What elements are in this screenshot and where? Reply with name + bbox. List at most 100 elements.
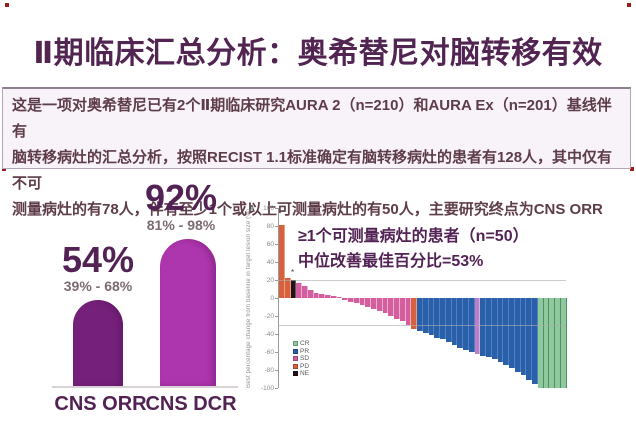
waterfall-bar — [537, 298, 544, 388]
waterfall-bar — [514, 298, 521, 372]
legend-item-cr: CR — [293, 340, 309, 348]
y-tick-mark — [275, 352, 278, 353]
waterfall-bar — [555, 298, 561, 388]
waterfall-bar — [417, 298, 423, 332]
waterfall-legend: CR PR SD PD NE — [293, 340, 309, 378]
y-tick-mark — [275, 388, 278, 389]
waterfall-bar — [365, 298, 371, 307]
waterfall-bar — [503, 298, 509, 365]
legend-label: PR — [300, 347, 310, 355]
waterfall-bar — [371, 298, 377, 309]
waterfall-bar — [279, 225, 285, 298]
waterfall-bar — [336, 296, 343, 298]
reference-line — [278, 280, 566, 281]
summary-line-2: 脑转移病灶的汇总分析，按照RECIST 1.1标准确定有脑转移病灶的患者有128… — [12, 149, 613, 192]
waterfall-bar — [440, 298, 446, 340]
waterfall-annotation: ≥1个可测量病灶的患者（n=50） 中位改善最佳百分比=53% — [298, 224, 529, 274]
baseline-axis — [52, 386, 238, 388]
waterfall-y-axis — [278, 208, 279, 388]
cns-dcr-ci: 81% - 98% — [146, 217, 216, 233]
legend-label: CR — [300, 340, 310, 348]
red-speck — [630, 167, 634, 171]
y-tick-label: 0 — [270, 294, 274, 302]
cns-orr-value: 54% — [61, 239, 135, 280]
y-tick-label: 80 — [266, 222, 274, 230]
waterfall-yticks: 100 80 60 40 20 0 -20 -40 -60 -80 -100 — [248, 204, 274, 392]
waterfall-bar — [348, 298, 354, 302]
waterfall-bar — [376, 298, 383, 311]
waterfall-bar — [330, 296, 337, 298]
waterfall-bar — [509, 298, 515, 369]
waterfall-bar — [451, 298, 458, 345]
cns-dcr-label: CNS DCR — [145, 393, 237, 415]
y-tick-label: 60 — [266, 240, 274, 248]
y-tick-label: -100 — [260, 384, 274, 392]
waterfall-bar — [302, 286, 308, 298]
y-tick-mark — [275, 334, 278, 335]
slide-title: Ⅱ期临床汇总分析：奥希替尼对脑转移有效 — [33, 37, 603, 70]
waterfall-bar — [480, 298, 486, 356]
y-tick-mark — [275, 280, 278, 281]
y-tick-label: -60 — [264, 348, 274, 356]
waterfall-bar — [394, 298, 400, 319]
y-tick-mark — [275, 370, 278, 371]
waterfall-bar — [319, 294, 325, 298]
legend-swatch — [293, 341, 298, 347]
legend-swatch — [293, 371, 298, 377]
response-rate-chart: 92% 81% - 98% 54% 39% - 68% CNS ORR CNS … — [28, 180, 243, 428]
cns-orr-label: CNS ORR — [54, 393, 147, 415]
cns-orr-ci: 39% - 68% — [63, 278, 133, 294]
y-tick-label: 20 — [266, 276, 274, 284]
waterfall-bar — [411, 298, 417, 329]
reference-line — [278, 325, 566, 326]
y-tick-label: -80 — [264, 366, 274, 374]
summary-line-3: 测量病灶的有78人，伴有至少1个或以上可测量病灶的有50人，主要研究终点为CNS… — [12, 201, 603, 218]
red-speck — [5, 3, 9, 7]
summary-line-1: 这是一项对奥希替尼已有2个Ⅱ期临床研究AURA 2（n=210）和AURA Ex… — [12, 97, 612, 140]
waterfall-bar — [284, 278, 291, 298]
legend-item-pd: PD — [293, 363, 309, 371]
legend-swatch — [293, 356, 298, 362]
response-bars-layer — [28, 180, 243, 428]
panel-label: A — [249, 204, 255, 213]
waterfall-bar — [307, 289, 314, 298]
waterfall-bar — [526, 298, 532, 380]
legend-label: NE — [300, 370, 310, 378]
waterfall-bar — [497, 298, 504, 362]
waterfall-bar — [457, 298, 463, 348]
annotation-line-2: 中位改善最佳百分比=53% — [298, 253, 484, 270]
waterfall-bar — [486, 298, 492, 358]
waterfall-bars — [279, 208, 569, 388]
waterfall-bar — [463, 298, 469, 351]
waterfall-bar — [388, 298, 394, 316]
legend-label: PD — [300, 362, 310, 370]
waterfall-chart: A Best percentage change from baseline i… — [244, 195, 634, 407]
waterfall-bar — [313, 292, 320, 298]
y-tick-mark — [275, 226, 278, 227]
legend-item-sd: SD — [293, 355, 309, 363]
y-tick-mark — [275, 262, 278, 263]
waterfall-bar — [560, 298, 567, 388]
waterfall-bar — [382, 298, 389, 314]
waterfall-bar — [353, 298, 360, 304]
y-tick-mark — [275, 244, 278, 245]
waterfall-bar — [428, 298, 435, 335]
y-tick-label: 40 — [266, 258, 274, 266]
y-tick-mark — [275, 208, 278, 209]
response-bar-cns-dcr — [160, 238, 216, 386]
waterfall-bar — [532, 298, 538, 385]
red-speck — [627, 3, 631, 7]
red-speck — [2, 167, 6, 171]
y-tick-mark — [275, 298, 278, 299]
study-summary-banner: 这是一项对奥希替尼已有2个Ⅱ期临床研究AURA 2（n=210）和AURA Ex… — [2, 87, 631, 218]
response-bar-cns-orr — [73, 299, 123, 386]
waterfall-bar — [325, 295, 331, 298]
waterfall-bar — [434, 298, 440, 338]
waterfall-bar — [296, 282, 302, 298]
waterfall-bar — [422, 298, 429, 334]
annotation-line-1: ≥1个可测量病灶的患者（n=50） — [298, 228, 529, 245]
y-tick-label: 100 — [263, 204, 274, 212]
legend-item-ne: NE — [293, 370, 309, 378]
waterfall-bar — [399, 298, 406, 322]
